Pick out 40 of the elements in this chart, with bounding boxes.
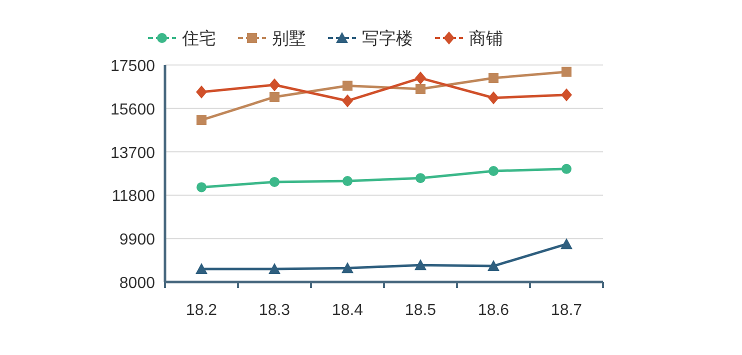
- point: [488, 260, 500, 272]
- y-tick-label: 17500: [110, 58, 156, 75]
- y-tick-label: 9900: [119, 232, 156, 249]
- point: [269, 78, 280, 92]
- x-tick-label: 18.2: [186, 302, 218, 319]
- point: [342, 80, 352, 91]
- point: [560, 238, 572, 250]
- y-tick-label: 13700: [110, 144, 156, 162]
- point: [488, 73, 498, 84]
- point: [268, 262, 280, 274]
- point: [488, 166, 498, 176]
- point: [196, 115, 206, 126]
- x-tick-label: 18.5: [404, 302, 436, 319]
- x-tick-label: 18.3: [258, 302, 290, 319]
- point: [415, 72, 426, 85]
- point: [416, 173, 426, 184]
- legend-label: 住宅: [181, 29, 216, 48]
- point: [488, 91, 499, 104]
- point: [270, 176, 280, 187]
- point: [196, 85, 207, 98]
- point: [196, 262, 208, 274]
- point: [562, 66, 572, 77]
- point: [414, 259, 426, 270]
- y-tick-label: 15600: [110, 101, 156, 118]
- x-tick-label: 18.4: [332, 302, 364, 319]
- point: [342, 262, 354, 274]
- point: [342, 176, 352, 186]
- point: [196, 182, 206, 192]
- y-tick-label: 11800: [112, 188, 156, 206]
- x-tick-label: 18.7: [550, 302, 582, 319]
- legend-label: 别墅: [272, 29, 306, 48]
- legend-label: 写字楼: [362, 29, 413, 48]
- x-tick-label: 18.6: [478, 302, 510, 319]
- point: [342, 94, 353, 108]
- y-tick-label: 8000: [119, 275, 156, 292]
- legend-label: 商铺: [469, 29, 503, 48]
- point: [561, 88, 572, 102]
- point: [416, 84, 426, 94]
- point: [562, 164, 572, 174]
- point: [270, 92, 280, 102]
